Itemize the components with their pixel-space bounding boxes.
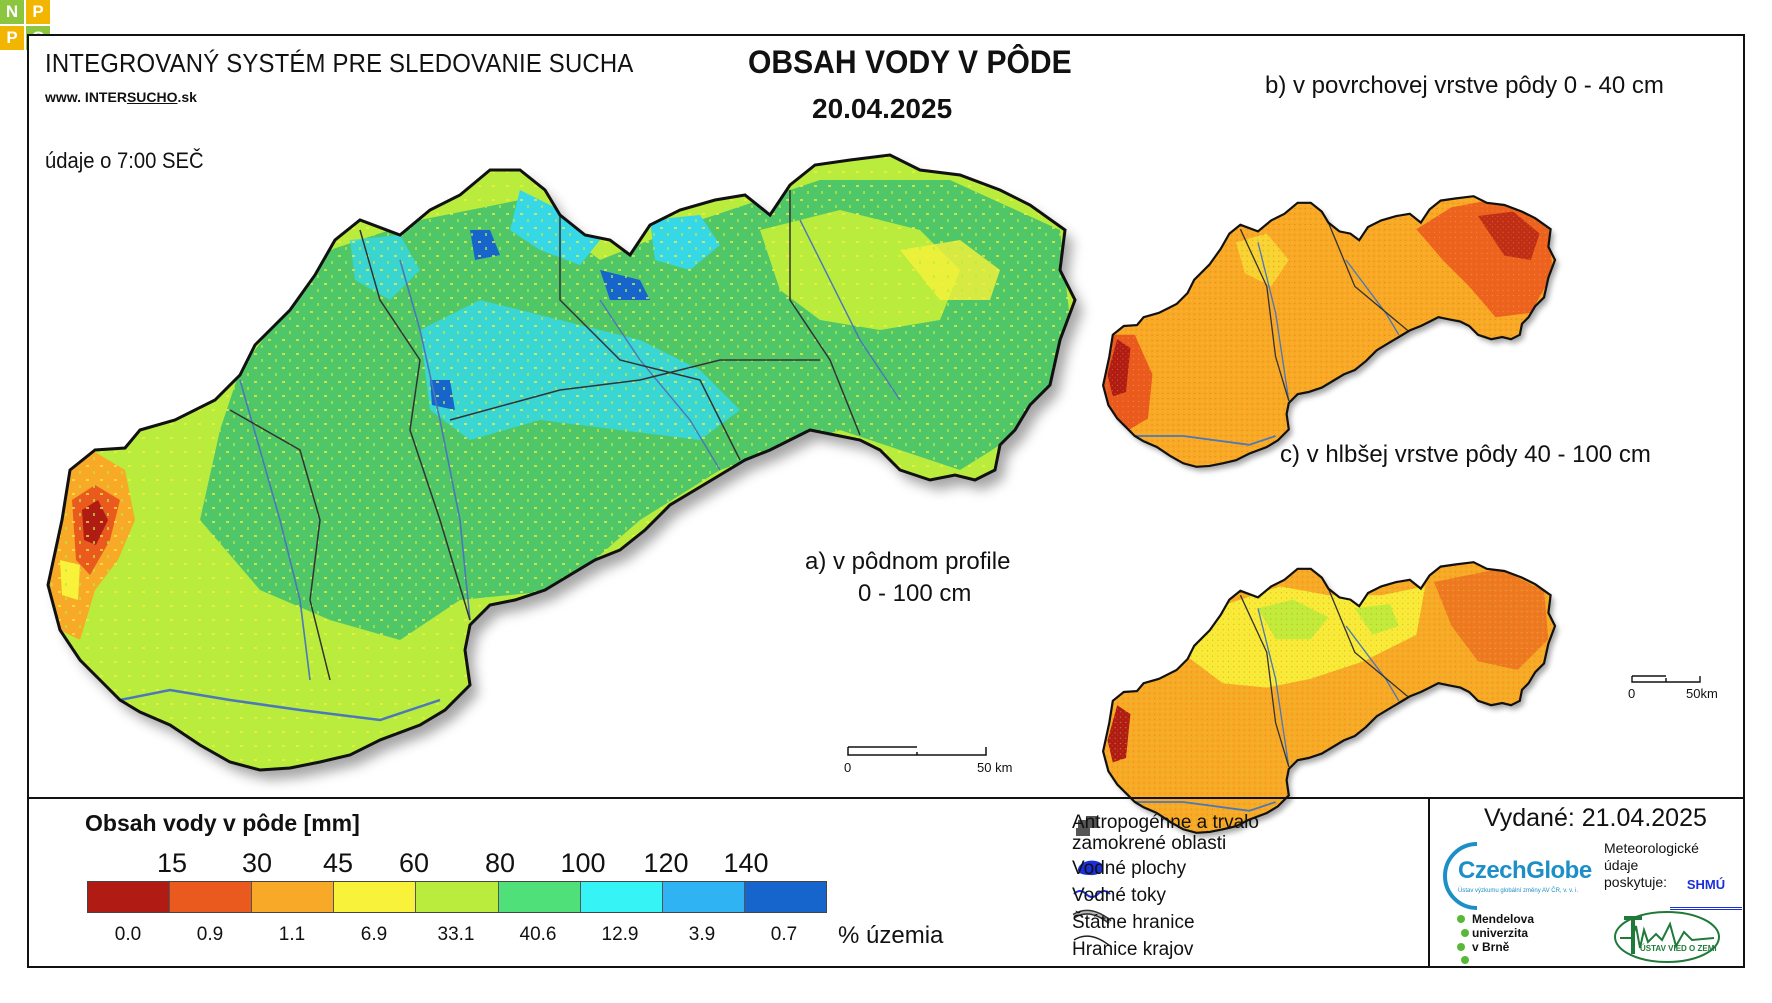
legend-tick: 15 — [156, 848, 188, 878]
scale-main-km: 50 km — [977, 760, 1013, 775]
issued-date: Vydané: 21.04.2025 — [1484, 804, 1707, 832]
mendel-dots-icon — [1457, 915, 1469, 964]
footer-divider — [1428, 797, 1430, 968]
legend-water-bodies: Vodné plochy — [1072, 858, 1187, 879]
color-class — [580, 882, 663, 912]
uvz-name: ÚSTAV VIED O ZEMI — [1640, 944, 1717, 953]
shmu-logo: SHMÚ — [1670, 877, 1742, 910]
color-class — [170, 882, 253, 912]
legend-region-border: Hranice krajov — [1072, 939, 1194, 960]
main-title: OBSAH VODY V PÔDE — [748, 44, 1072, 80]
met-line1: Meteorologické — [1604, 840, 1699, 856]
czechglobe-logo — [1443, 842, 1478, 910]
legend-tick: 30 — [241, 848, 273, 878]
scale-bar-main — [847, 746, 987, 756]
legend-tick: 120 — [643, 848, 689, 878]
percent-value: 6.9 — [360, 924, 388, 945]
legend-anthropogenic-line2: zamokrené oblasti — [1072, 833, 1227, 854]
percent-value: 12.9 — [601, 924, 639, 945]
color-class — [88, 882, 171, 912]
url-suffix: .sk — [177, 89, 197, 105]
map-c — [1102, 561, 1557, 834]
uvz-logo — [1614, 911, 1720, 963]
main-date: 20.04.2025 — [812, 93, 953, 124]
nppc-letter: N — [0, 0, 24, 24]
color-bar — [87, 881, 827, 913]
legend-title: Obsah vody v pôde [mm] — [85, 810, 360, 836]
scale-bar-small — [1631, 675, 1701, 683]
legend-tick: 60 — [398, 848, 430, 878]
legend-water-streams: Vodné toky — [1072, 885, 1167, 906]
water-stream-icon — [1073, 890, 1111, 898]
met-line3: poskytuje: — [1604, 874, 1668, 890]
mendel-line3: v Brně — [1472, 940, 1510, 954]
state-border-icon — [1072, 909, 1112, 924]
url-brand: SUCHO — [126, 89, 178, 105]
scale-small-zero: 0 — [1628, 686, 1636, 701]
color-class — [498, 882, 581, 912]
percent-value: 1.1 — [278, 924, 306, 945]
met-provider-note: Meteorologické údaje poskytuje: — [1604, 840, 1699, 891]
color-class — [744, 882, 826, 912]
url-prefix: www. INTER — [45, 89, 127, 105]
map-b — [1102, 195, 1557, 468]
czechglobe-name: CzechGlobe — [1458, 857, 1592, 884]
percent-unit: % územia — [838, 922, 944, 949]
percent-value: 3.9 — [688, 924, 716, 945]
data-time-note: údaje o 7:00 SEČ — [45, 148, 204, 173]
map-b-caption: b) v povrchovej vrstve pôdy 0 - 40 cm — [1265, 72, 1664, 99]
color-class — [252, 882, 335, 912]
anthropogenic-icon — [1076, 816, 1098, 836]
water-body-icon — [1077, 860, 1104, 876]
map-a-fill — [48, 155, 1075, 770]
mendel-line2: univerzita — [1472, 926, 1529, 940]
nppc-letter: P — [26, 0, 50, 24]
color-class — [416, 882, 499, 912]
legend-state-border: Štátne hranice — [1072, 912, 1195, 933]
region-border-icon — [1073, 935, 1111, 947]
mendel-university: Mendelova univerzita v Brně — [1472, 912, 1534, 954]
legend-divider — [27, 797, 1745, 799]
nppc-letter: P — [0, 26, 24, 50]
map-a-caption: a) v pôdnom profile — [805, 548, 1011, 575]
percent-value: 0.9 — [196, 924, 224, 945]
symbol-icons — [1072, 816, 1112, 947]
system-title: INTEGROVANÝ SYSTÉM PRE SLEDOVANIE SUCHA — [45, 48, 634, 78]
map-c-caption: c) v hlbšej vrstve pôdy 40 - 100 cm — [1280, 441, 1651, 468]
legend-tick: 80 — [484, 848, 516, 878]
met-line2: údaje — [1604, 857, 1639, 873]
percent-value: 40.6 — [519, 924, 557, 945]
map-a-caption-depth: 0 - 100 cm — [858, 580, 972, 607]
legend-tick: 45 — [322, 848, 354, 878]
mendel-line1: Mendelova — [1472, 912, 1535, 926]
czechglobe-subtitle: Ústav výzkumu globální změny AV ČR, v. v… — [1458, 888, 1579, 894]
percent-value: 33.1 — [437, 924, 475, 945]
percent-value: 0.0 — [114, 924, 142, 945]
website-url[interactable]: www. INTERSUCHO.sk — [45, 89, 197, 105]
legend-tick: 140 — [723, 848, 769, 878]
legend-tick: 100 — [560, 848, 606, 878]
scale-small-km: 50km — [1686, 686, 1718, 701]
legend-anthropogenic: Antropogénne a trvalo zamokrené oblasti — [1072, 812, 1259, 854]
color-class — [662, 882, 745, 912]
color-class — [334, 882, 417, 912]
scale-main-zero: 0 — [844, 760, 852, 775]
percent-value: 0.7 — [770, 924, 798, 945]
legend-anthropogenic-line1: Antropogénne a trvalo — [1072, 812, 1259, 833]
